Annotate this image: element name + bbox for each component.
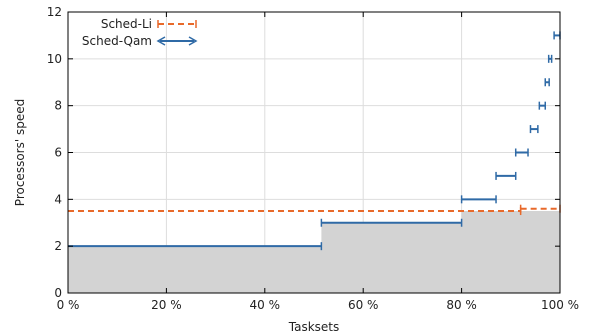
x-tick-label-5: 100 % <box>541 298 579 312</box>
y-tick-label-4: 8 <box>54 99 62 113</box>
legend-sample-sched-li <box>157 20 197 28</box>
y-tick-label-0: 0 <box>54 286 62 300</box>
x-axis-label: Tasksets <box>288 320 340 334</box>
legend-sample-sched-qam <box>156 36 198 46</box>
legend-qam-arrow-left <box>156 36 166 46</box>
ticks: 0 % 20 % 40 % 60 % 80 % 100 % 0 2 4 6 8 10 12 <box>47 5 579 312</box>
y-tick-label-3: 6 <box>54 146 62 160</box>
shaded-area <box>68 211 560 293</box>
x-tick-label-3: 60 % <box>348 298 379 312</box>
x-tick-label-2: 40 % <box>250 298 281 312</box>
legend-label-sched-qam: Sched-Qam <box>82 34 152 48</box>
legend: Sched-Li Sched-Qam <box>82 17 198 48</box>
grid <box>68 12 560 293</box>
y-tick-label-2: 4 <box>54 192 62 206</box>
x-tick-label-1: 20 % <box>151 298 182 312</box>
y-tick-label-5: 10 <box>47 52 62 66</box>
x-tick-label-4: 80 % <box>446 298 477 312</box>
legend-qam-arrow-right <box>188 36 198 46</box>
x-tick-label-0: 0 % <box>57 298 80 312</box>
y-tick-label-1: 2 <box>54 239 62 253</box>
legend-label-sched-li: Sched-Li <box>101 17 152 31</box>
shaded-area-path <box>68 211 560 293</box>
y-axis-label: Processors' speed <box>13 99 27 206</box>
y-tick-label-6: 12 <box>47 5 62 19</box>
